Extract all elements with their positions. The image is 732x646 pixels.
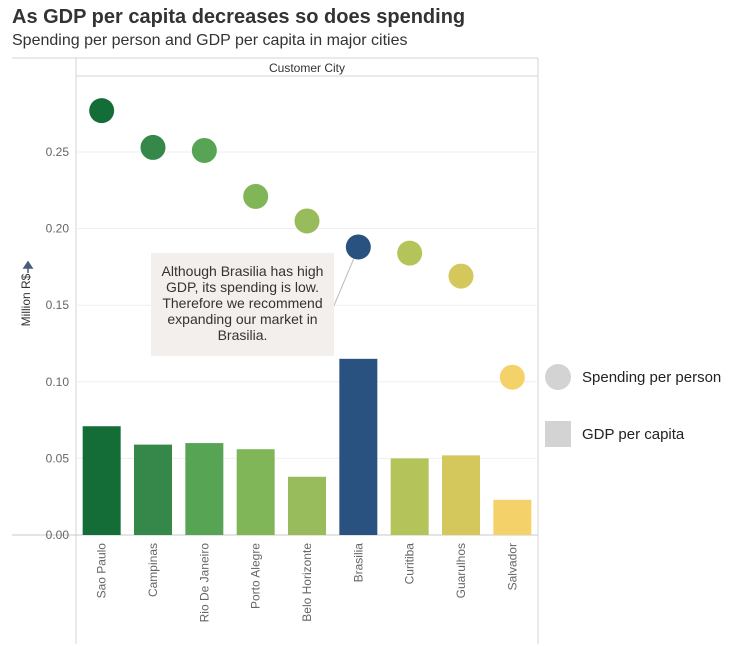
annotation-box: Although Brasilia has high GDP, its spen… [151,253,334,356]
x-category-label: Campinas [146,543,160,597]
bar-rio-de-janeiro [185,443,224,535]
chart-title: As GDP per capita decreases so does spen… [12,6,466,28]
y-tick-label: 0.15 [46,298,70,312]
x-category-label: Belo Horizonte [300,543,314,622]
bar-belo-horizonte [288,476,326,535]
x-category-label: Curitiba [403,543,417,585]
point-campinas [140,134,166,160]
x-category-label: Sao Paulo [95,543,109,599]
x-category-label: Rio De Janeiro [197,543,211,623]
y-tick-label: 0.00 [46,528,70,542]
chart-subtitle: Spending per person and GDP per capita i… [12,32,408,49]
y-axis-label: Million R$ [19,273,33,326]
annotation-leader-line [329,254,356,316]
x-category-label: Brasilia [351,543,365,583]
bar-brasilia [339,358,378,535]
legend-gdp-label: GDP per capita [582,425,685,443]
y-tick-label: 0.10 [46,375,70,389]
point-salvador [499,364,525,390]
point-curitiba [397,240,423,266]
bar-curitiba [390,458,429,535]
x-category-label: Porto Alegre [249,543,263,609]
pin-icon [22,260,34,273]
bar-porto-alegre [236,449,275,535]
legend-circle-swatch [545,364,571,390]
y-tick-label: 0.20 [46,222,70,236]
bar-sao-paulo [82,426,121,535]
x-category-label: Guarulhos [454,543,468,598]
y-tick-label: 0.25 [46,145,70,159]
bar-salvador [493,499,532,535]
x-category-label: Salvador [505,543,519,590]
point-guarulhos [448,263,474,289]
bar-campinas [134,444,172,535]
point-sao-paulo [89,98,115,124]
point-belo-horizonte [294,208,320,234]
bar-guarulhos [442,455,480,535]
point-brasilia [345,234,371,260]
legend-spending: Spending per person [545,364,721,390]
point-porto-alegre [243,183,269,209]
column-header: Customer City [269,61,345,75]
legend-spending-label: Spending per person [582,368,722,386]
y-tick-label: 0.05 [46,451,70,465]
point-rio-de-janeiro [191,137,217,163]
legend-gdp: GDP per capita [545,421,684,447]
legend-square-swatch [545,421,571,447]
